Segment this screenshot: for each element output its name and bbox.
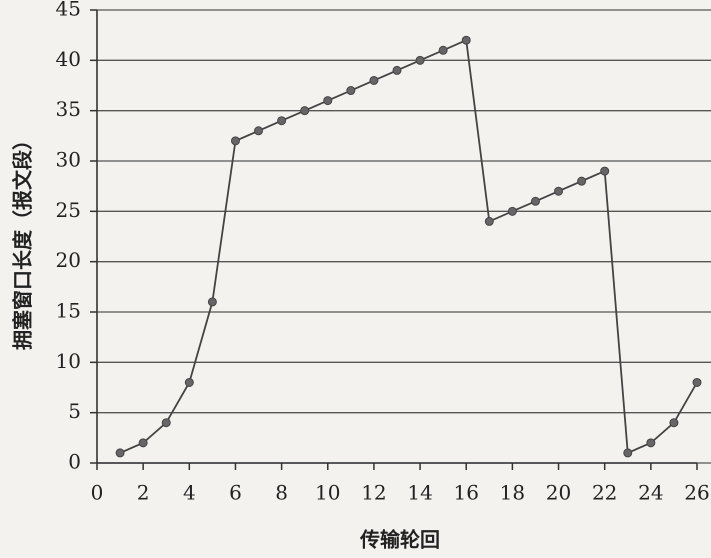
x-tick-label: 24 [638,481,663,505]
data-point [692,377,702,387]
x-tick-label: 20 [546,481,571,505]
x-tick-label: 26 [684,481,709,505]
data-point [138,438,148,448]
x-tick-label: 2 [137,481,150,505]
data-point [623,448,633,458]
data-point [484,216,494,226]
data-point [530,196,540,206]
data-line [119,38,698,455]
x-tick-label: 18 [500,481,525,505]
x-tick-label: 6 [229,481,242,505]
y-tick-label: 35 [56,97,81,121]
y-tick-label: 40 [56,47,81,71]
y-tick-label: 10 [56,349,81,373]
x-tick-label: 22 [592,481,617,505]
data-point [230,136,240,146]
y-tick-label: 0 [68,450,81,474]
x-tick-label: 14 [407,481,432,505]
data-point [392,65,402,75]
y-tick-label: 30 [56,148,81,172]
data-point [415,55,425,65]
data-point [207,297,217,307]
data-point [184,377,194,387]
data-point [461,35,471,45]
x-tick-label: 16 [454,481,479,505]
x-tick-label: 8 [275,481,288,505]
data-point [507,206,517,216]
data-point [277,116,287,126]
x-tick-label: 10 [315,481,340,505]
y-tick-label: 25 [56,198,81,222]
data-point [646,438,656,448]
data-point [115,448,125,458]
data-point [346,86,356,96]
data-point [369,75,379,85]
data-point [438,45,448,55]
y-tick-label: 5 [68,399,81,423]
y-tick-label: 15 [56,299,81,323]
data-point [254,126,264,136]
data-point [600,166,610,176]
data-point [300,106,310,116]
y-axis-label: 拥塞窗口长度（报文段） [11,130,35,350]
data-point [577,176,587,186]
y-tick-label: 20 [56,248,81,272]
x-tick-label: 0 [91,481,104,505]
y-tick-label: 45 [56,0,81,21]
data-point [161,418,171,428]
data-point [554,186,564,196]
x-tick-label: 4 [183,481,196,505]
x-axis-label: 传输轮回 [359,528,440,552]
x-tick-label: 12 [361,481,386,505]
data-point [669,418,679,428]
data-point [323,96,333,106]
